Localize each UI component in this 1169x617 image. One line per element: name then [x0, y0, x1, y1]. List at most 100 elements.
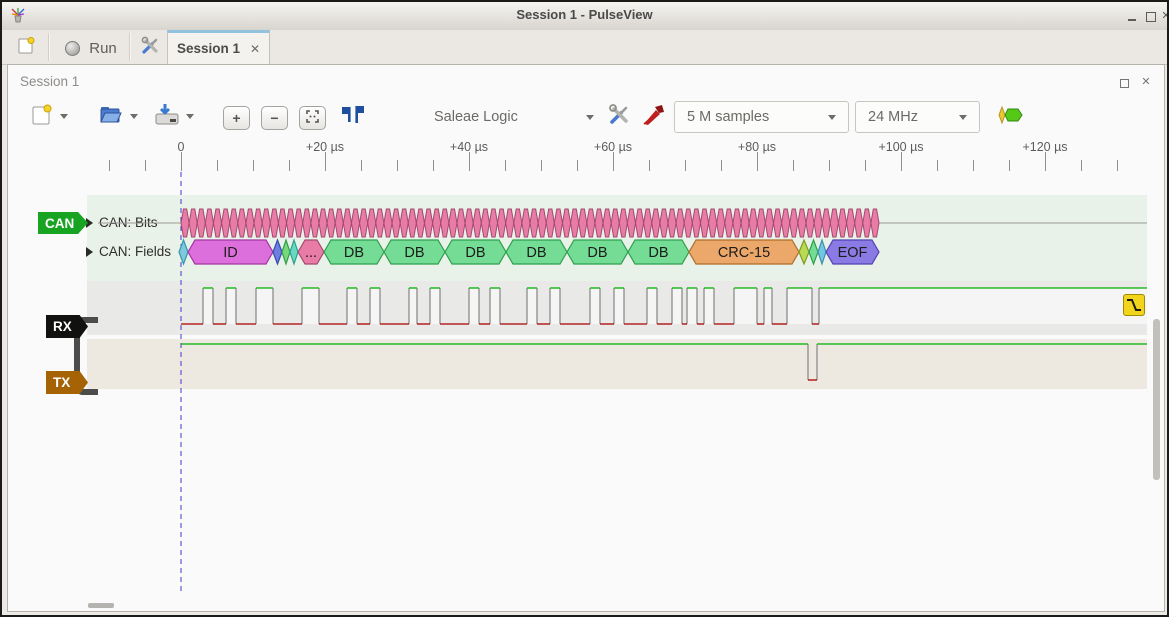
close-icon: ✕ [1161, 10, 1167, 22]
save-dropdown[interactable] [186, 114, 194, 119]
new-session-button[interactable] [10, 35, 42, 61]
ruler-minor-tick [649, 160, 650, 171]
session-subwindow [7, 64, 1165, 612]
settings-button[interactable] [135, 35, 165, 61]
wrench-screwdriver-icon [139, 35, 161, 62]
zoom-out-button[interactable]: − [261, 106, 288, 130]
decoder-trace-band[interactable] [87, 195, 1147, 281]
zoom-in-icon: + [232, 110, 241, 126]
device-select[interactable]: Saleae Logic [434, 101, 594, 133]
channel-tag-tx[interactable]: TX [46, 371, 88, 394]
run-button[interactable]: Run [58, 35, 124, 61]
chevron-down-icon [828, 114, 836, 120]
ruler-minor-tick [289, 160, 290, 171]
ruler-minor-tick [973, 160, 974, 171]
ruler-minor-tick [937, 160, 938, 171]
time-ruler[interactable]: 0 +20 µs +40 µs +60 µs +80 µs +100 µs +120 µs [87, 140, 1149, 172]
ruler-minor-tick [1081, 160, 1082, 171]
ruler-minor-tick [865, 160, 866, 171]
ruler-minor-tick [793, 160, 794, 171]
ruler-minor-tick [361, 160, 362, 171]
ruler-label: +20 µs [305, 140, 345, 154]
decoder-tag-can[interactable]: CAN [38, 212, 88, 234]
channel-group-bracket[interactable] [74, 317, 98, 395]
zoom-fit-button[interactable] [299, 106, 326, 130]
ruler-major-tick [613, 152, 614, 171]
ruler-label: +80 µs [737, 140, 777, 154]
run-label: Run [89, 39, 117, 57]
wrench-screwdriver-icon [606, 102, 632, 133]
open-dropdown[interactable] [130, 114, 138, 119]
new-view-dropdown[interactable] [60, 114, 68, 119]
ruler-major-tick [901, 152, 902, 171]
zoom-out-icon: − [270, 110, 279, 126]
maximize-icon [1146, 12, 1156, 22]
close-icon: ✕ [1141, 76, 1151, 88]
ruler-major-tick [469, 152, 470, 171]
subwindow-title: Session 1 [20, 74, 80, 89]
ruler-minor-tick [145, 160, 146, 171]
sample-count-select[interactable]: 5 M samples [674, 101, 849, 133]
ruler-minor-tick [685, 160, 686, 171]
subwindow-restore-button[interactable] [1116, 75, 1132, 91]
minimize-button[interactable] [1124, 8, 1140, 24]
show-cursors-button[interactable] [338, 104, 368, 130]
open-folder-icon [98, 103, 124, 132]
decoder-icon [995, 105, 1025, 130]
session-tab[interactable]: Session 1 ✕ [167, 30, 270, 64]
save-button[interactable] [152, 102, 182, 133]
run-led-icon [65, 40, 81, 56]
sample-count-value: 5 M samples [687, 109, 770, 125]
zoom-in-button[interactable]: + [223, 106, 250, 130]
decoder-row-label-fields: CAN: Fields [99, 244, 172, 259]
ruler-minor-tick [253, 160, 254, 171]
restore-icon [1120, 79, 1129, 88]
channel-tag-rx[interactable]: RX [46, 315, 88, 338]
ruler-minor-tick [577, 160, 578, 171]
device-label: Saleae Logic [434, 109, 518, 125]
ruler-label: +120 µs [1022, 140, 1068, 154]
decoder-row-label-bits: CAN: Bits [99, 215, 158, 230]
subwindow-close-button[interactable]: ✕ [1138, 75, 1154, 91]
ruler-minor-tick [433, 160, 434, 171]
sample-rate-select[interactable]: 24 MHz [855, 101, 980, 133]
vertical-scrollbar-thumb[interactable] [1153, 319, 1160, 480]
tab-close-icon[interactable]: ✕ [249, 41, 261, 56]
toolbar-separator [48, 33, 50, 61]
new-view-button[interactable] [28, 104, 54, 130]
tx-trace-band[interactable] [87, 339, 1147, 389]
minimize-icon [1128, 19, 1136, 21]
ruler-major-tick [1045, 152, 1046, 171]
ruler-label: +100 µs [878, 140, 924, 154]
flags-icon [339, 103, 367, 132]
chevron-down-icon [186, 114, 194, 119]
add-decoder-button[interactable] [995, 105, 1025, 130]
titlebar[interactable]: Session 1 - PulseView ✕ [2, 2, 1167, 31]
expander-icon[interactable] [86, 247, 93, 257]
falling-edge-icon [1127, 299, 1141, 311]
chevron-down-icon [586, 114, 594, 120]
probe-icon [641, 103, 667, 132]
ruler-minor-tick [109, 160, 110, 171]
open-button[interactable] [97, 104, 125, 130]
ruler-minor-tick [1117, 160, 1118, 171]
rx-trace-band[interactable] [87, 281, 1147, 335]
ruler-minor-tick [505, 160, 506, 171]
trigger-falling-edge-marker[interactable] [1123, 294, 1145, 316]
save-drive-icon [153, 102, 181, 133]
ruler-minor-tick [541, 160, 542, 171]
session-tab-label: Session 1 [176, 41, 240, 56]
expander-icon[interactable] [86, 218, 93, 228]
device-config-button[interactable] [604, 102, 634, 133]
channels-button[interactable] [640, 104, 668, 130]
chevron-down-icon [130, 114, 138, 119]
ruler-major-tick [757, 152, 758, 171]
close-button[interactable]: ✕ [1160, 8, 1167, 24]
new-file-icon [29, 103, 53, 132]
ruler-minor-tick [829, 160, 830, 171]
horizontal-scrollbar-thumb[interactable] [88, 603, 114, 608]
window-title: Session 1 - PulseView [516, 7, 653, 22]
app-icon [9, 6, 27, 29]
maximize-button[interactable] [1142, 8, 1158, 24]
